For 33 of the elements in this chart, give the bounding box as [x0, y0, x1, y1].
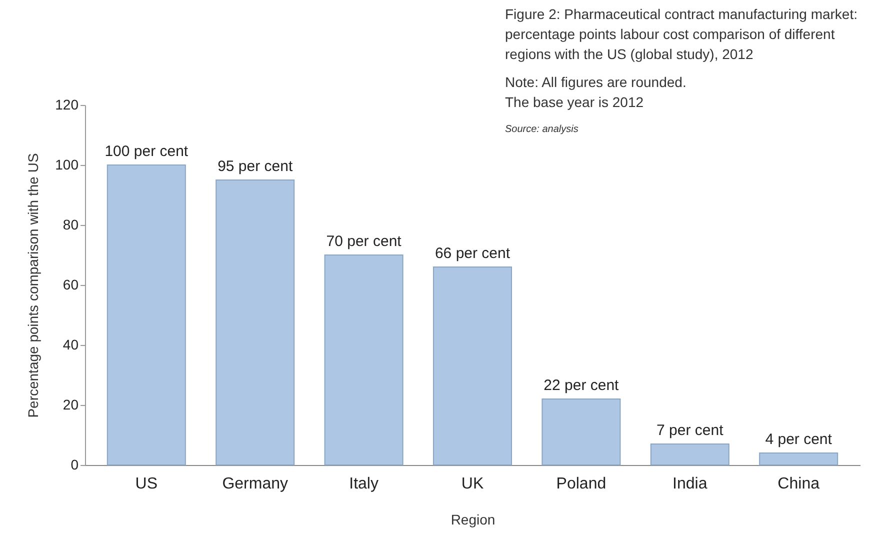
bar — [106, 164, 186, 466]
data-label: 70 per cent — [326, 233, 402, 250]
annotation: Source: analysis — [505, 123, 580, 137]
x-tick-label: Poland — [556, 476, 606, 492]
data-label: 7 per cent — [656, 422, 724, 439]
data-label: 4 per cent — [765, 431, 833, 448]
x-tick-label: India — [672, 476, 708, 492]
x-tick-label: China — [778, 476, 820, 492]
bar — [324, 254, 404, 466]
x-axis-title: Region — [450, 512, 496, 528]
bar — [216, 180, 295, 466]
y-tick-label: 60 — [62, 276, 79, 292]
data-label: 66 per cent — [434, 245, 511, 262]
x-tick-label: Italy — [349, 476, 378, 492]
data-label: 100 per cent — [104, 143, 189, 160]
y-tick-label: 80 — [62, 216, 79, 232]
x-tick-label: Germany — [222, 476, 288, 492]
y-tick-label: 120 — [55, 96, 79, 112]
bar — [542, 398, 621, 466]
y-tick-label: 40 — [62, 336, 79, 352]
chart-title: Figure 2: Pharmaceutical contract manufacturing market: percentage points labour cost comparison of different regions with the US (global study), 2012 — [505, 5, 858, 64]
y-tick-label: 0 — [70, 456, 79, 472]
y-tick-label: 100 — [55, 156, 79, 172]
bar — [759, 452, 838, 466]
y-axis-title: Percentage points comparison with the US — [25, 153, 42, 418]
y-tick-label: 20 — [62, 396, 79, 412]
bar — [650, 444, 730, 466]
data-label: 95 per cent — [218, 158, 294, 175]
x-tick-label: US — [135, 476, 158, 492]
data-label: 22 per cent — [544, 377, 620, 394]
annotation: Note: All figures are rounded. The base year is 2012 — [505, 73, 688, 112]
bar — [433, 266, 512, 466]
x-tick-label: UK — [461, 476, 484, 492]
